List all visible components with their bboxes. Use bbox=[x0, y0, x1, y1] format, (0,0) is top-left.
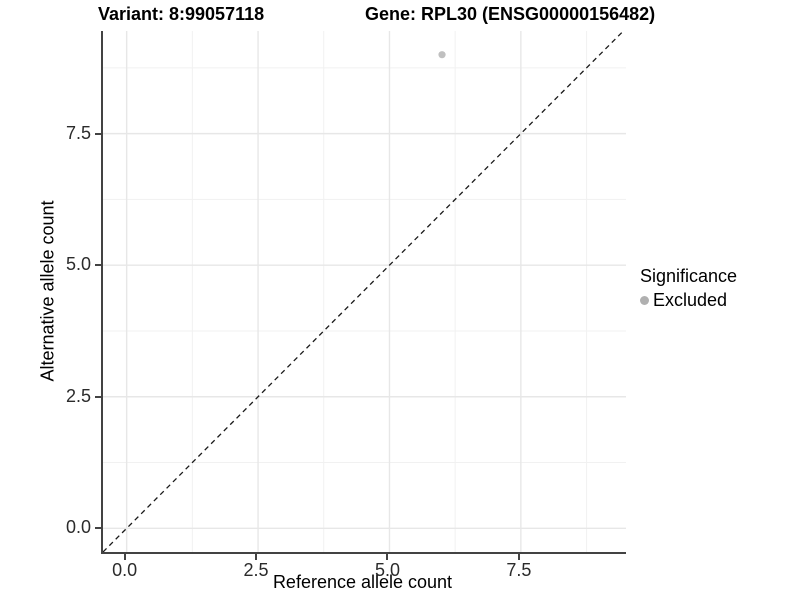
plot-panel bbox=[101, 31, 626, 554]
legend-entry-excluded: Excluded bbox=[640, 290, 737, 311]
data-point bbox=[438, 51, 446, 59]
y-axis-title: Alternative allele count bbox=[37, 200, 58, 382]
legend: Significance Excluded bbox=[640, 266, 737, 311]
gene-title: Gene: RPL30 (ENSG00000156482) bbox=[365, 4, 656, 24]
y-tick-label: 0.0 bbox=[65, 517, 91, 538]
identity-line bbox=[103, 31, 624, 552]
x-tick-label: 5.0 bbox=[374, 560, 400, 580]
variant-title: Variant: 8:99057118 bbox=[98, 4, 265, 24]
y-tick-label: 2.5 bbox=[65, 385, 91, 406]
x-tick-mark bbox=[255, 554, 258, 560]
legend-entry-label: Excluded bbox=[653, 290, 728, 310]
y-tick-mark bbox=[95, 132, 101, 135]
y-tick-mark bbox=[95, 527, 101, 530]
y-tick-label: 7.5 bbox=[65, 122, 91, 143]
x-tick-mark bbox=[517, 554, 520, 560]
y-tick-mark bbox=[95, 395, 101, 398]
plot-canvas bbox=[103, 31, 626, 552]
legend-title: Significance bbox=[640, 266, 738, 286]
x-tick-label: 0.0 bbox=[112, 560, 138, 580]
y-tick-label: 5.0 bbox=[65, 254, 91, 275]
y-tick-mark bbox=[95, 264, 101, 267]
excluded-point-icon bbox=[640, 296, 649, 305]
x-tick-mark bbox=[123, 554, 126, 560]
x-tick-label: 2.5 bbox=[243, 560, 269, 580]
x-tick-mark bbox=[386, 554, 389, 560]
x-axis-title: Reference allele count bbox=[272, 572, 453, 592]
x-tick-label: 7.5 bbox=[506, 560, 532, 580]
